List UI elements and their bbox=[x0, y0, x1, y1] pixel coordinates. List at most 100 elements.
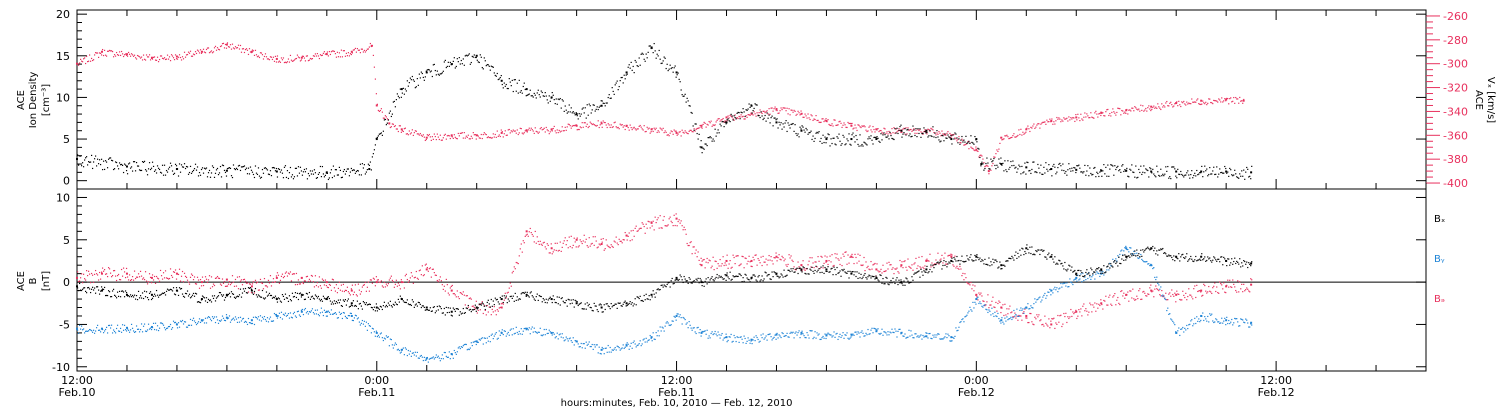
vx-sample bbox=[182, 58, 185, 60]
vx-sample bbox=[177, 56, 180, 58]
by-sample bbox=[691, 329, 693, 331]
bz-sample bbox=[269, 275, 272, 277]
bz-sample bbox=[567, 247, 569, 249]
by-sample bbox=[675, 319, 677, 321]
density-sample bbox=[225, 175, 228, 177]
bz-sample bbox=[1106, 304, 1108, 306]
vx-sample bbox=[745, 115, 747, 117]
by-sample bbox=[1155, 278, 1157, 281]
vx-sample bbox=[318, 57, 321, 60]
vx-sample bbox=[96, 52, 99, 54]
density-sample bbox=[882, 134, 884, 136]
by-sample bbox=[178, 326, 181, 328]
bz-sample bbox=[519, 248, 521, 250]
vx-sample bbox=[661, 129, 663, 131]
bz-sample bbox=[1223, 282, 1225, 284]
bz-sample bbox=[1145, 295, 1147, 297]
density-sample bbox=[522, 85, 524, 88]
by-point bbox=[625, 344, 628, 347]
by-sample bbox=[621, 347, 623, 349]
bz-sample bbox=[214, 277, 217, 279]
vx-sample bbox=[859, 126, 861, 128]
density-sample bbox=[515, 90, 517, 92]
bz-sample bbox=[381, 285, 383, 287]
density-sample bbox=[475, 56, 477, 59]
density-sample bbox=[685, 101, 687, 103]
by-sample bbox=[671, 320, 673, 322]
vx-sample bbox=[146, 56, 149, 58]
bz-sample bbox=[1012, 316, 1014, 318]
by-sample bbox=[305, 312, 308, 314]
vx-sample bbox=[1208, 98, 1210, 100]
density-sample bbox=[200, 168, 203, 171]
vx-sample bbox=[1105, 111, 1107, 113]
bz-sample bbox=[1009, 305, 1011, 307]
by-sample bbox=[351, 319, 353, 322]
bz-sample bbox=[96, 274, 99, 276]
density-sample bbox=[239, 169, 242, 172]
vx-sample bbox=[129, 55, 132, 57]
vx-sample bbox=[1229, 98, 1231, 100]
vx-sample bbox=[1039, 127, 1041, 129]
bz-sample bbox=[135, 276, 138, 278]
density-sample bbox=[912, 125, 914, 127]
by-sample bbox=[901, 331, 903, 334]
density-sample bbox=[728, 120, 730, 122]
vx-sample bbox=[1091, 116, 1093, 118]
density-sample bbox=[998, 158, 1000, 160]
vx-sample bbox=[1122, 110, 1124, 112]
bz-sample bbox=[1148, 293, 1150, 296]
by-sample bbox=[739, 336, 741, 338]
vx-sample bbox=[1101, 112, 1103, 114]
density-sample bbox=[1199, 171, 1201, 174]
vx-sample bbox=[819, 121, 821, 124]
vx-sample bbox=[460, 132, 462, 134]
bz-sample bbox=[452, 293, 454, 295]
bz-sample bbox=[862, 264, 864, 266]
vx-sample bbox=[706, 123, 708, 125]
vx-sample bbox=[1168, 105, 1170, 107]
by-sample bbox=[145, 330, 148, 333]
by-sample bbox=[88, 328, 91, 331]
vx-sample bbox=[199, 49, 202, 51]
density-sample bbox=[866, 144, 868, 146]
vx-sample bbox=[1120, 114, 1122, 116]
vx-sample bbox=[197, 50, 200, 52]
density-sample bbox=[210, 172, 213, 174]
by-sample bbox=[1037, 298, 1039, 300]
bz-sample bbox=[790, 255, 792, 257]
by-sample bbox=[828, 333, 830, 335]
density-sample bbox=[1077, 165, 1079, 167]
density-sample bbox=[694, 123, 696, 125]
bz-sample bbox=[905, 266, 907, 268]
by-sample bbox=[167, 326, 170, 328]
vx-sample bbox=[734, 114, 736, 116]
by-sample bbox=[150, 328, 153, 331]
vx-sample bbox=[366, 48, 368, 50]
vx-sample bbox=[355, 51, 357, 53]
density-sample bbox=[361, 163, 363, 165]
bz-sample bbox=[462, 291, 464, 293]
density-sample bbox=[270, 174, 273, 177]
density-sample bbox=[973, 143, 975, 145]
velocity-tick-label-7: -260 bbox=[1443, 10, 1468, 23]
by-sample bbox=[821, 337, 823, 339]
bz-sample bbox=[275, 275, 278, 277]
density-sample bbox=[137, 165, 140, 167]
density-sample bbox=[134, 170, 137, 172]
vx-sample bbox=[1154, 107, 1156, 109]
bz-sample bbox=[970, 281, 972, 284]
bz-sample bbox=[842, 253, 844, 255]
vx-sample bbox=[919, 128, 921, 131]
density-sample bbox=[212, 166, 215, 169]
density-sample bbox=[521, 92, 523, 94]
vx-sample bbox=[219, 45, 222, 48]
bz-sample bbox=[975, 294, 977, 296]
density-sample bbox=[1099, 171, 1101, 173]
vx-sample bbox=[449, 137, 451, 140]
bz-sample bbox=[688, 244, 690, 247]
by-sample bbox=[442, 358, 444, 360]
vx-sample bbox=[376, 103, 378, 105]
density-sample bbox=[479, 54, 481, 56]
by-sample bbox=[948, 335, 950, 337]
